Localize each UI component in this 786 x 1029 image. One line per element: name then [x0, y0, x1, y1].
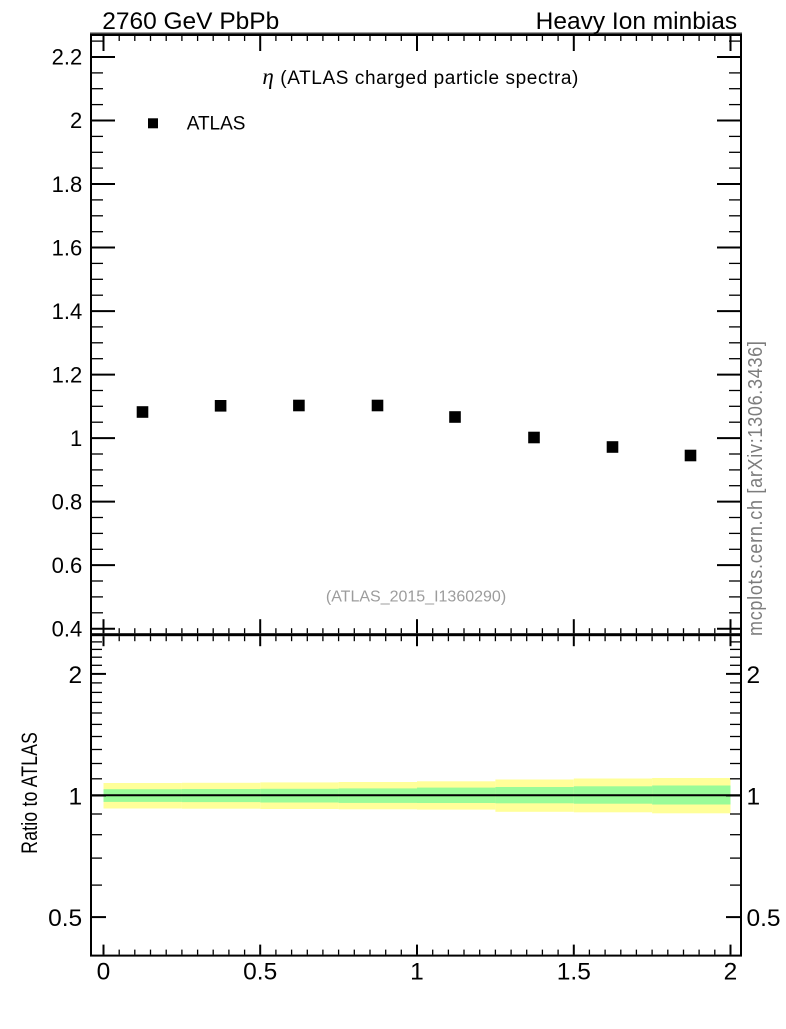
svg-text:1: 1: [69, 783, 83, 810]
svg-text:2: 2: [747, 662, 761, 689]
svg-text:2.2: 2.2: [52, 45, 83, 70]
svg-text:0.5: 0.5: [747, 905, 781, 932]
svg-text:0.6: 0.6: [52, 553, 83, 578]
svg-text:1: 1: [747, 783, 761, 810]
svg-text:1.4: 1.4: [52, 299, 83, 324]
svg-text:Ratio to ATLAS: Ratio to ATLAS: [18, 732, 42, 854]
svg-text:0.8: 0.8: [52, 489, 83, 514]
svg-text:mcplots.cern.ch [arXiv:1306.34: mcplots.cern.ch [arXiv:1306.3436]: [744, 340, 767, 636]
svg-text:2: 2: [69, 662, 83, 689]
svg-text:1: 1: [410, 958, 424, 985]
svg-text:2: 2: [70, 108, 82, 133]
svg-text:0: 0: [97, 958, 111, 985]
svg-text:1.2: 1.2: [52, 362, 83, 387]
svg-text:2760 GeV PbPb: 2760 GeV PbPb: [102, 8, 279, 35]
svg-text:1.6: 1.6: [52, 235, 83, 260]
svg-text:0.4: 0.4: [52, 616, 83, 641]
svg-text:0.5: 0.5: [243, 958, 277, 985]
svg-text:η (ATLAS charged particle spec: η (ATLAS charged particle spectra): [262, 64, 579, 89]
svg-text:0.5: 0.5: [48, 905, 82, 932]
svg-text:1: 1: [70, 426, 82, 451]
svg-text:1.8: 1.8: [52, 172, 83, 197]
svg-text:(ATLAS_2015_I1360290): (ATLAS_2015_I1360290): [326, 589, 506, 606]
svg-text:ATLAS: ATLAS: [187, 113, 246, 134]
svg-text:2: 2: [724, 958, 738, 985]
svg-text:Heavy Ion minbias: Heavy Ion minbias: [536, 8, 738, 35]
svg-text:1.5: 1.5: [557, 958, 591, 985]
